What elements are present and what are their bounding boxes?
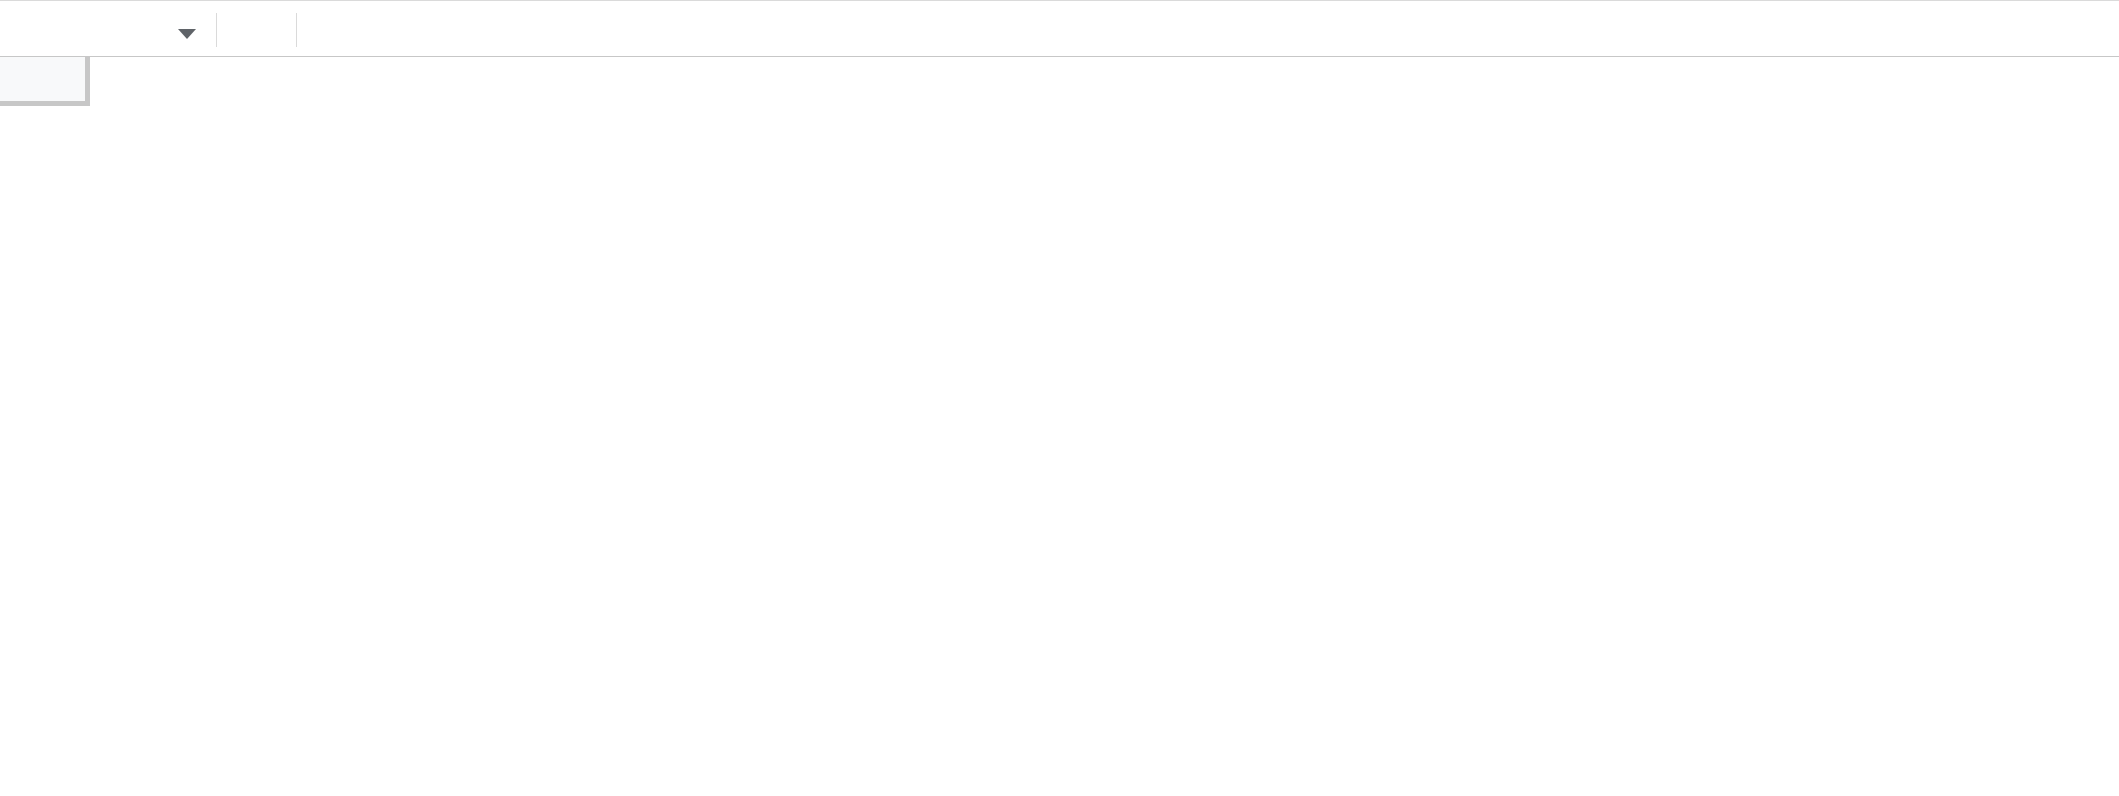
name-box[interactable]	[0, 5, 205, 55]
divider	[216, 13, 217, 47]
chevron-down-icon[interactable]	[178, 29, 196, 39]
fx-icon	[232, 7, 278, 51]
select-all-corner[interactable]	[0, 57, 90, 106]
divider	[296, 13, 297, 47]
spreadsheet-grid[interactable]	[0, 57, 2119, 796]
formula-bar	[0, 0, 2119, 57]
